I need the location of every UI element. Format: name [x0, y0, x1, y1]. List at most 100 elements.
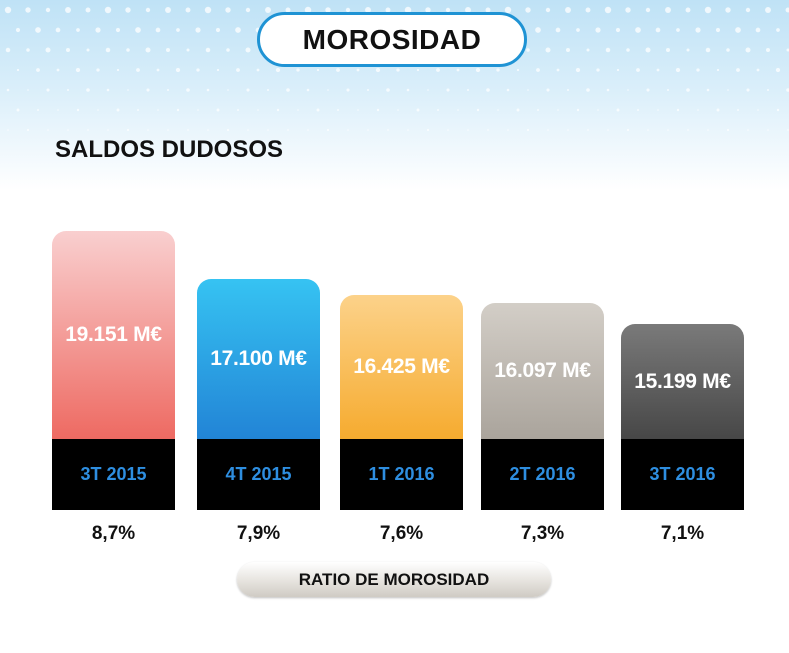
decor-dot: [266, 88, 270, 92]
decor-dot: [186, 48, 190, 52]
decor-dot: [46, 88, 50, 92]
decor-dot: [626, 48, 630, 52]
decor-dot: [56, 68, 60, 72]
decor-dot: [685, 7, 691, 13]
decor-dot: [245, 47, 251, 53]
decor-dot: [426, 128, 430, 132]
decor-dot: [345, 7, 351, 13]
decor-dot: [736, 68, 740, 72]
decor-dot: [656, 68, 660, 72]
decor-dot: [547, 129, 549, 131]
decor-dot: [504, 6, 512, 14]
decor-dot: [165, 7, 171, 13]
decor-dot: [686, 88, 690, 92]
decor-dot: [66, 48, 70, 52]
decor-dot: [557, 109, 559, 111]
decor-dot: [485, 7, 491, 13]
decor-dot: [606, 88, 610, 92]
decor-dot: [297, 109, 299, 111]
decor-dot: [85, 7, 91, 13]
decor-dot: [125, 7, 131, 13]
decor-dot: [5, 47, 11, 53]
bar: 15.199 M€: [621, 324, 744, 439]
decor-dot: [776, 28, 780, 32]
decor-dot: [4, 6, 12, 14]
decor-dot: [657, 109, 659, 111]
decor-dot: [555, 27, 561, 33]
period-label: 1T 2016: [340, 439, 463, 510]
decor-dot: [35, 27, 41, 33]
decor-dot: [767, 129, 769, 131]
decor-dot: [675, 67, 681, 73]
decor-dot: [516, 108, 520, 112]
chart-title: SALDOS DUDOSOS: [55, 136, 284, 163]
decor-dot: [227, 89, 229, 91]
decor-dot: [775, 67, 781, 73]
decor-dot: [516, 68, 520, 72]
decor-dot: [304, 6, 312, 14]
decor-dot: [627, 89, 629, 91]
decor-dot: [15, 27, 21, 33]
decor-dot: [447, 129, 449, 131]
decor-dot: [96, 68, 100, 72]
decor-dot: [346, 88, 350, 92]
decor-dot: [45, 47, 51, 53]
decor-dot: [697, 109, 699, 111]
decor-dot: [16, 108, 20, 112]
decor-dot: [367, 129, 369, 131]
decor-dot: [176, 28, 180, 32]
decor-dot: [366, 88, 370, 92]
decor-dot: [586, 88, 590, 92]
decor-dot: [104, 6, 112, 14]
decor-dot: [527, 89, 529, 91]
decor-dot: [95, 27, 101, 33]
decor-dot: [97, 109, 99, 111]
period-label: 3T 2015: [52, 439, 175, 510]
decor-dot: [427, 89, 429, 91]
ratio-legend-label: RATIO DE MOROSIDAD: [298, 569, 490, 589]
decor-dot: [437, 109, 439, 111]
decor-dot: [735, 27, 741, 33]
decor-dot: [126, 48, 130, 52]
decor-dot: [365, 7, 371, 13]
decor-dot: [576, 28, 580, 32]
decor-dot: [445, 7, 451, 13]
decor-dot: [126, 128, 130, 132]
decor-dot: [575, 67, 581, 73]
decor-dot: [616, 68, 620, 72]
decor-dot: [265, 7, 271, 13]
decor-dot: [786, 48, 789, 52]
bar-value-label: 15.199 M€: [634, 369, 731, 393]
decor-dot: [406, 88, 410, 92]
decor-dot: [76, 108, 80, 112]
decor-dot: [425, 7, 431, 13]
decor-dot: [467, 129, 469, 131]
decor-dot: [247, 129, 249, 131]
decor-dot: [176, 108, 180, 112]
decor-dot: [226, 48, 230, 52]
decor-dot: [106, 88, 110, 92]
decor-dot: [145, 47, 151, 53]
bar-value-label: 17.100 M€: [210, 347, 307, 371]
decor-dot: [745, 47, 751, 53]
decor-dot: [536, 68, 540, 72]
decor-dot: [765, 7, 771, 13]
ratio-value: 7,3%: [520, 523, 565, 544]
bar-value-label: 16.425 M€: [353, 355, 450, 379]
decor-dot: [655, 27, 661, 33]
decor-dot: [476, 108, 480, 112]
decor-dot: [565, 7, 571, 13]
decor-dot: [647, 129, 649, 131]
decor-dot: [75, 67, 81, 73]
decor-dot: [636, 68, 640, 72]
decor-dot: [686, 48, 690, 52]
decor-dot: [76, 28, 80, 32]
decor-dot: [785, 7, 789, 13]
decor-dot: [36, 68, 40, 72]
decor-dot: [416, 108, 420, 112]
decor-dot: [475, 67, 481, 73]
decor-dot: [676, 108, 680, 112]
decor-dot: [6, 88, 10, 92]
decor-dot: [687, 129, 689, 131]
decor-dot: [595, 27, 601, 33]
